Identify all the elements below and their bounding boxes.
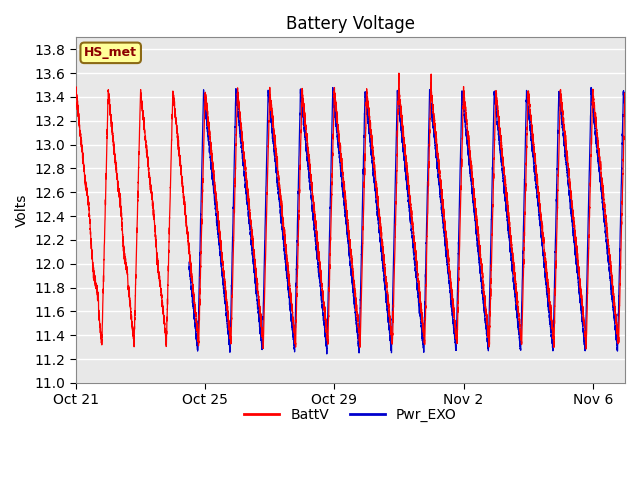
Legend: BattV, Pwr_EXO: BattV, Pwr_EXO	[239, 403, 462, 428]
Title: Battery Voltage: Battery Voltage	[286, 15, 415, 33]
Y-axis label: Volts: Volts	[15, 193, 29, 227]
Text: HS_met: HS_met	[84, 47, 137, 60]
